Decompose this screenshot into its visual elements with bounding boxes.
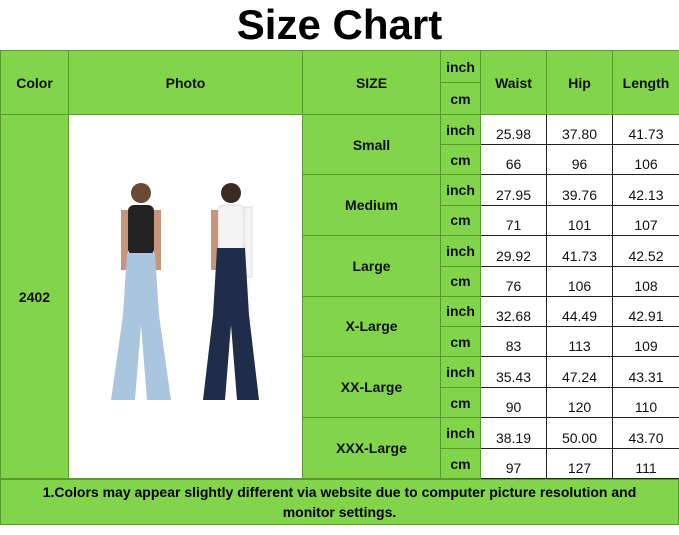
product-photo bbox=[110, 183, 259, 400]
unit-cm: cm bbox=[440, 387, 481, 419]
hip-inch-value: 39.76 bbox=[546, 174, 613, 206]
unit-inch: inch bbox=[440, 114, 481, 145]
waist-cm-value: 97 bbox=[480, 448, 547, 479]
header-photo: Photo bbox=[68, 50, 303, 115]
unit-cm: cm bbox=[440, 326, 481, 358]
header-unit-inch: inch bbox=[440, 50, 481, 83]
table-row: cm 97 127 111 bbox=[1, 448, 679, 479]
length-inch-value: 42.13 bbox=[612, 174, 679, 206]
unit-inch: inch bbox=[440, 234, 481, 267]
length-inch-value: 42.91 bbox=[612, 295, 679, 328]
hip-cm-value: 96 bbox=[546, 144, 613, 175]
hip-inch-value: 41.73 bbox=[546, 234, 613, 267]
length-cm-value: 108 bbox=[612, 265, 679, 297]
length-inch-value: 43.70 bbox=[612, 417, 679, 449]
unit-cm: cm bbox=[440, 265, 481, 297]
page-title: Size Chart bbox=[236, 1, 443, 48]
waist-inch-value: 32.68 bbox=[480, 295, 547, 328]
waist-cm-value: 90 bbox=[480, 387, 547, 419]
length-cm-value: 109 bbox=[612, 326, 679, 358]
table-row: cm 66 96 106 bbox=[1, 144, 679, 175]
size-label: Large bbox=[302, 234, 441, 297]
hip-cm-value: 101 bbox=[546, 204, 613, 236]
length-inch-value: 43.31 bbox=[612, 356, 679, 389]
size-label: X-Large bbox=[302, 295, 441, 358]
header-unit-cm: cm bbox=[440, 82, 481, 115]
photo-cell bbox=[68, 114, 303, 479]
table-row: XX-Large inch 35.43 47.24 43.31 bbox=[1, 356, 679, 419]
length-inch-value: 42.52 bbox=[612, 234, 679, 267]
hip-cm-value: 120 bbox=[546, 387, 613, 419]
waist-inch-value: 35.43 bbox=[480, 356, 547, 389]
model-light-jeans bbox=[110, 183, 171, 400]
waist-inch-value: 38.19 bbox=[480, 417, 547, 449]
table-row: cm 76 106 108 bbox=[1, 265, 679, 297]
unit-cm: cm bbox=[440, 448, 481, 479]
table-row: Medium inch 27.95 39.76 42.13 bbox=[1, 174, 679, 236]
waist-inch-value: 27.95 bbox=[480, 174, 547, 206]
length-cm-value: 107 bbox=[612, 204, 679, 236]
unit-inch: inch bbox=[440, 295, 481, 328]
waist-cm-value: 66 bbox=[480, 144, 547, 175]
hip-cm-value: 113 bbox=[546, 326, 613, 358]
footer-note: 1.Colors may appear slightly different v… bbox=[0, 479, 679, 525]
length-cm-value: 111 bbox=[612, 448, 679, 479]
header-length: Length bbox=[612, 50, 679, 115]
waist-cm-value: 71 bbox=[480, 204, 547, 236]
waist-inch-value: 29.92 bbox=[480, 234, 547, 267]
model-dark-jeans bbox=[202, 183, 259, 400]
color-code: 2402 bbox=[0, 114, 69, 479]
header-waist: Waist bbox=[480, 50, 547, 115]
length-cm-value: 110 bbox=[612, 387, 679, 419]
hip-inch-value: 37.80 bbox=[546, 114, 613, 145]
length-inch-value: 41.73 bbox=[612, 114, 679, 145]
table-row: XXX-Large inch 38.19 50.00 43.70 bbox=[1, 417, 679, 479]
unit-cm: cm bbox=[440, 204, 481, 236]
header-size: SIZE bbox=[302, 50, 441, 115]
table-row: 2402 Small inch 25.98 37.80 41.73 bbox=[0, 114, 679, 479]
waist-inch-value: 25.98 bbox=[480, 114, 547, 145]
waist-cm-value: 83 bbox=[480, 326, 547, 358]
waist-cm-value: 76 bbox=[480, 265, 547, 297]
hip-cm-value: 127 bbox=[546, 448, 613, 479]
unit-inch: inch bbox=[440, 356, 481, 389]
table-row: cm 83 113 109 bbox=[1, 326, 679, 358]
size-label: XXX-Large bbox=[302, 417, 441, 479]
hip-inch-value: 50.00 bbox=[546, 417, 613, 449]
hip-inch-value: 44.49 bbox=[546, 295, 613, 328]
size-table: Color Photo SIZE inch Waist Hip Length c… bbox=[0, 50, 679, 479]
hip-inch-value: 47.24 bbox=[546, 356, 613, 389]
header-color: Color bbox=[0, 50, 69, 115]
table-row: cm 71 101 107 bbox=[1, 204, 679, 236]
unit-cm: cm bbox=[440, 144, 481, 175]
length-cm-value: 106 bbox=[612, 144, 679, 175]
unit-inch: inch bbox=[440, 417, 481, 449]
size-label: Small bbox=[302, 114, 441, 175]
table-row: cm 90 120 110 bbox=[1, 387, 679, 419]
size-label: Medium bbox=[302, 174, 441, 236]
header-hip: Hip bbox=[546, 50, 613, 115]
unit-inch: inch bbox=[440, 174, 481, 206]
table-row: X-Large inch 32.68 44.49 42.91 bbox=[1, 295, 679, 358]
hip-cm-value: 106 bbox=[546, 265, 613, 297]
size-label: XX-Large bbox=[302, 356, 441, 419]
